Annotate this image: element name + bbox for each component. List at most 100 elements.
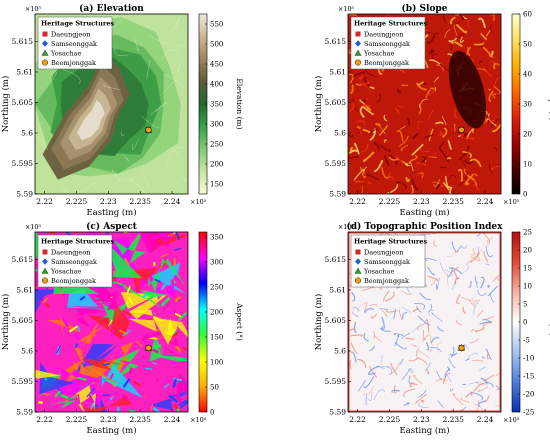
y-tick-label: 5.59 — [329, 408, 346, 417]
aspect-streak — [152, 407, 161, 412]
contour-line — [165, 147, 181, 158]
slope-streak — [457, 152, 469, 161]
tpi-streak — [482, 315, 495, 321]
y-tick-label: 5.605 — [12, 316, 34, 325]
aspect-streak — [113, 281, 122, 286]
contour-line — [177, 40, 188, 47]
slope-streak — [429, 59, 441, 65]
legend-title: Heritage Structures — [41, 20, 114, 28]
slope-streak — [477, 17, 486, 29]
tpi-streak — [418, 402, 429, 409]
slope-streak — [367, 181, 372, 185]
tpi-streak — [417, 315, 431, 326]
legend: Heritage Structures Daeungjeon Samseonggak… — [350, 16, 427, 70]
plot-frame — [34, 231, 189, 413]
tpi-streak — [474, 328, 484, 333]
tpi-streak — [430, 347, 443, 353]
aspect-streak — [172, 361, 177, 365]
colorbar-label: Slope (°) — [548, 87, 550, 120]
slope-streak — [352, 71, 365, 78]
contour-line — [126, 180, 146, 194]
tpi-streak — [439, 262, 448, 275]
x-tick-label: 2.24 — [477, 197, 494, 206]
x-tick-label: 2.23 — [413, 415, 430, 424]
aspect-streak — [122, 377, 131, 388]
y-tick-label: 5.615 — [325, 37, 347, 46]
y-exponent: ×10⁵ — [25, 5, 42, 13]
colorbar-tick-label: 50 — [523, 41, 532, 49]
tpi-streak — [466, 252, 480, 265]
tpi-streak — [425, 341, 430, 351]
slope-streak — [410, 178, 419, 191]
legend-marker-circle — [42, 59, 49, 66]
tpi-streak — [369, 345, 376, 352]
tpi-streak — [353, 322, 357, 333]
tpi-streak — [479, 320, 492, 325]
legend-marker-triangle — [354, 267, 362, 274]
aspect-streak — [145, 367, 153, 370]
aspect-streak — [176, 408, 181, 412]
slope-streak — [359, 166, 367, 179]
tpi-streak — [445, 374, 452, 383]
y-tick-label: 5.595 — [325, 159, 347, 168]
tpi-streak — [446, 253, 455, 258]
aspect-streak — [174, 393, 183, 404]
slope-streak — [362, 128, 371, 134]
tpi-streak — [478, 386, 489, 392]
slope-streak — [349, 102, 355, 113]
x-tick-label: 2.235 — [129, 197, 151, 206]
slope-streak — [348, 49, 352, 54]
slope-streak — [482, 46, 494, 59]
tpi-streak — [480, 377, 488, 385]
aspect-patch — [149, 354, 188, 362]
legend-label: Samseonggak — [364, 40, 410, 48]
tpi-streak — [446, 366, 451, 371]
aspect-patch — [113, 232, 146, 264]
colorbar-tick-label: 150 — [210, 181, 223, 189]
tpi-streak — [470, 254, 479, 263]
tpi-streak — [437, 325, 445, 332]
aspect-streak — [175, 232, 181, 241]
x-exponent: ×10⁵ — [503, 198, 520, 206]
tpi-streak — [465, 358, 470, 362]
tpi-streak — [476, 399, 479, 412]
tpi-streak — [405, 337, 415, 340]
slope-streak — [492, 146, 498, 151]
tpi-streak — [450, 346, 455, 359]
raster-a — [35, 14, 188, 194]
slope-streak — [418, 98, 428, 108]
tpi-streak — [363, 332, 369, 342]
legend-box — [350, 16, 426, 70]
y-tick-label: 5.595 — [12, 159, 34, 168]
legend-label: Yosachae — [50, 49, 82, 57]
x-tick-label: 2.225 — [379, 197, 401, 206]
slope-streak — [404, 163, 411, 167]
aspect-patch — [72, 304, 104, 328]
colorbar-tick-label: 250 — [210, 284, 223, 292]
colorbar-tick-label: 15 — [523, 265, 532, 273]
legend: Heritage Structures Daeungjeon Samseonggak… — [350, 234, 427, 288]
tpi-streak — [367, 371, 376, 375]
chart-title: (b) Slope — [402, 3, 448, 14]
tpi-streak — [370, 313, 378, 319]
aspect-streak — [90, 401, 95, 410]
tpi-streak — [483, 232, 485, 234]
contour-line — [176, 64, 180, 74]
tpi-streak — [362, 286, 374, 292]
tpi-streak — [470, 391, 484, 401]
aspect-streak — [178, 399, 187, 407]
colorbar-tick-label: 5 — [523, 301, 527, 309]
aspect-streak — [110, 379, 115, 387]
slope-streak — [428, 156, 437, 159]
aspect-streak — [175, 345, 182, 353]
y-tick-label: 5.605 — [325, 98, 347, 107]
slope-streak — [442, 127, 448, 139]
slope-streak — [398, 68, 406, 74]
slope-streak — [492, 93, 497, 99]
slope-streak — [396, 181, 407, 189]
slope-streak — [431, 53, 438, 60]
aspect-streak — [38, 400, 43, 405]
tpi-streak — [414, 393, 427, 404]
tpi-streak — [358, 302, 369, 312]
tpi-streak — [481, 356, 485, 359]
